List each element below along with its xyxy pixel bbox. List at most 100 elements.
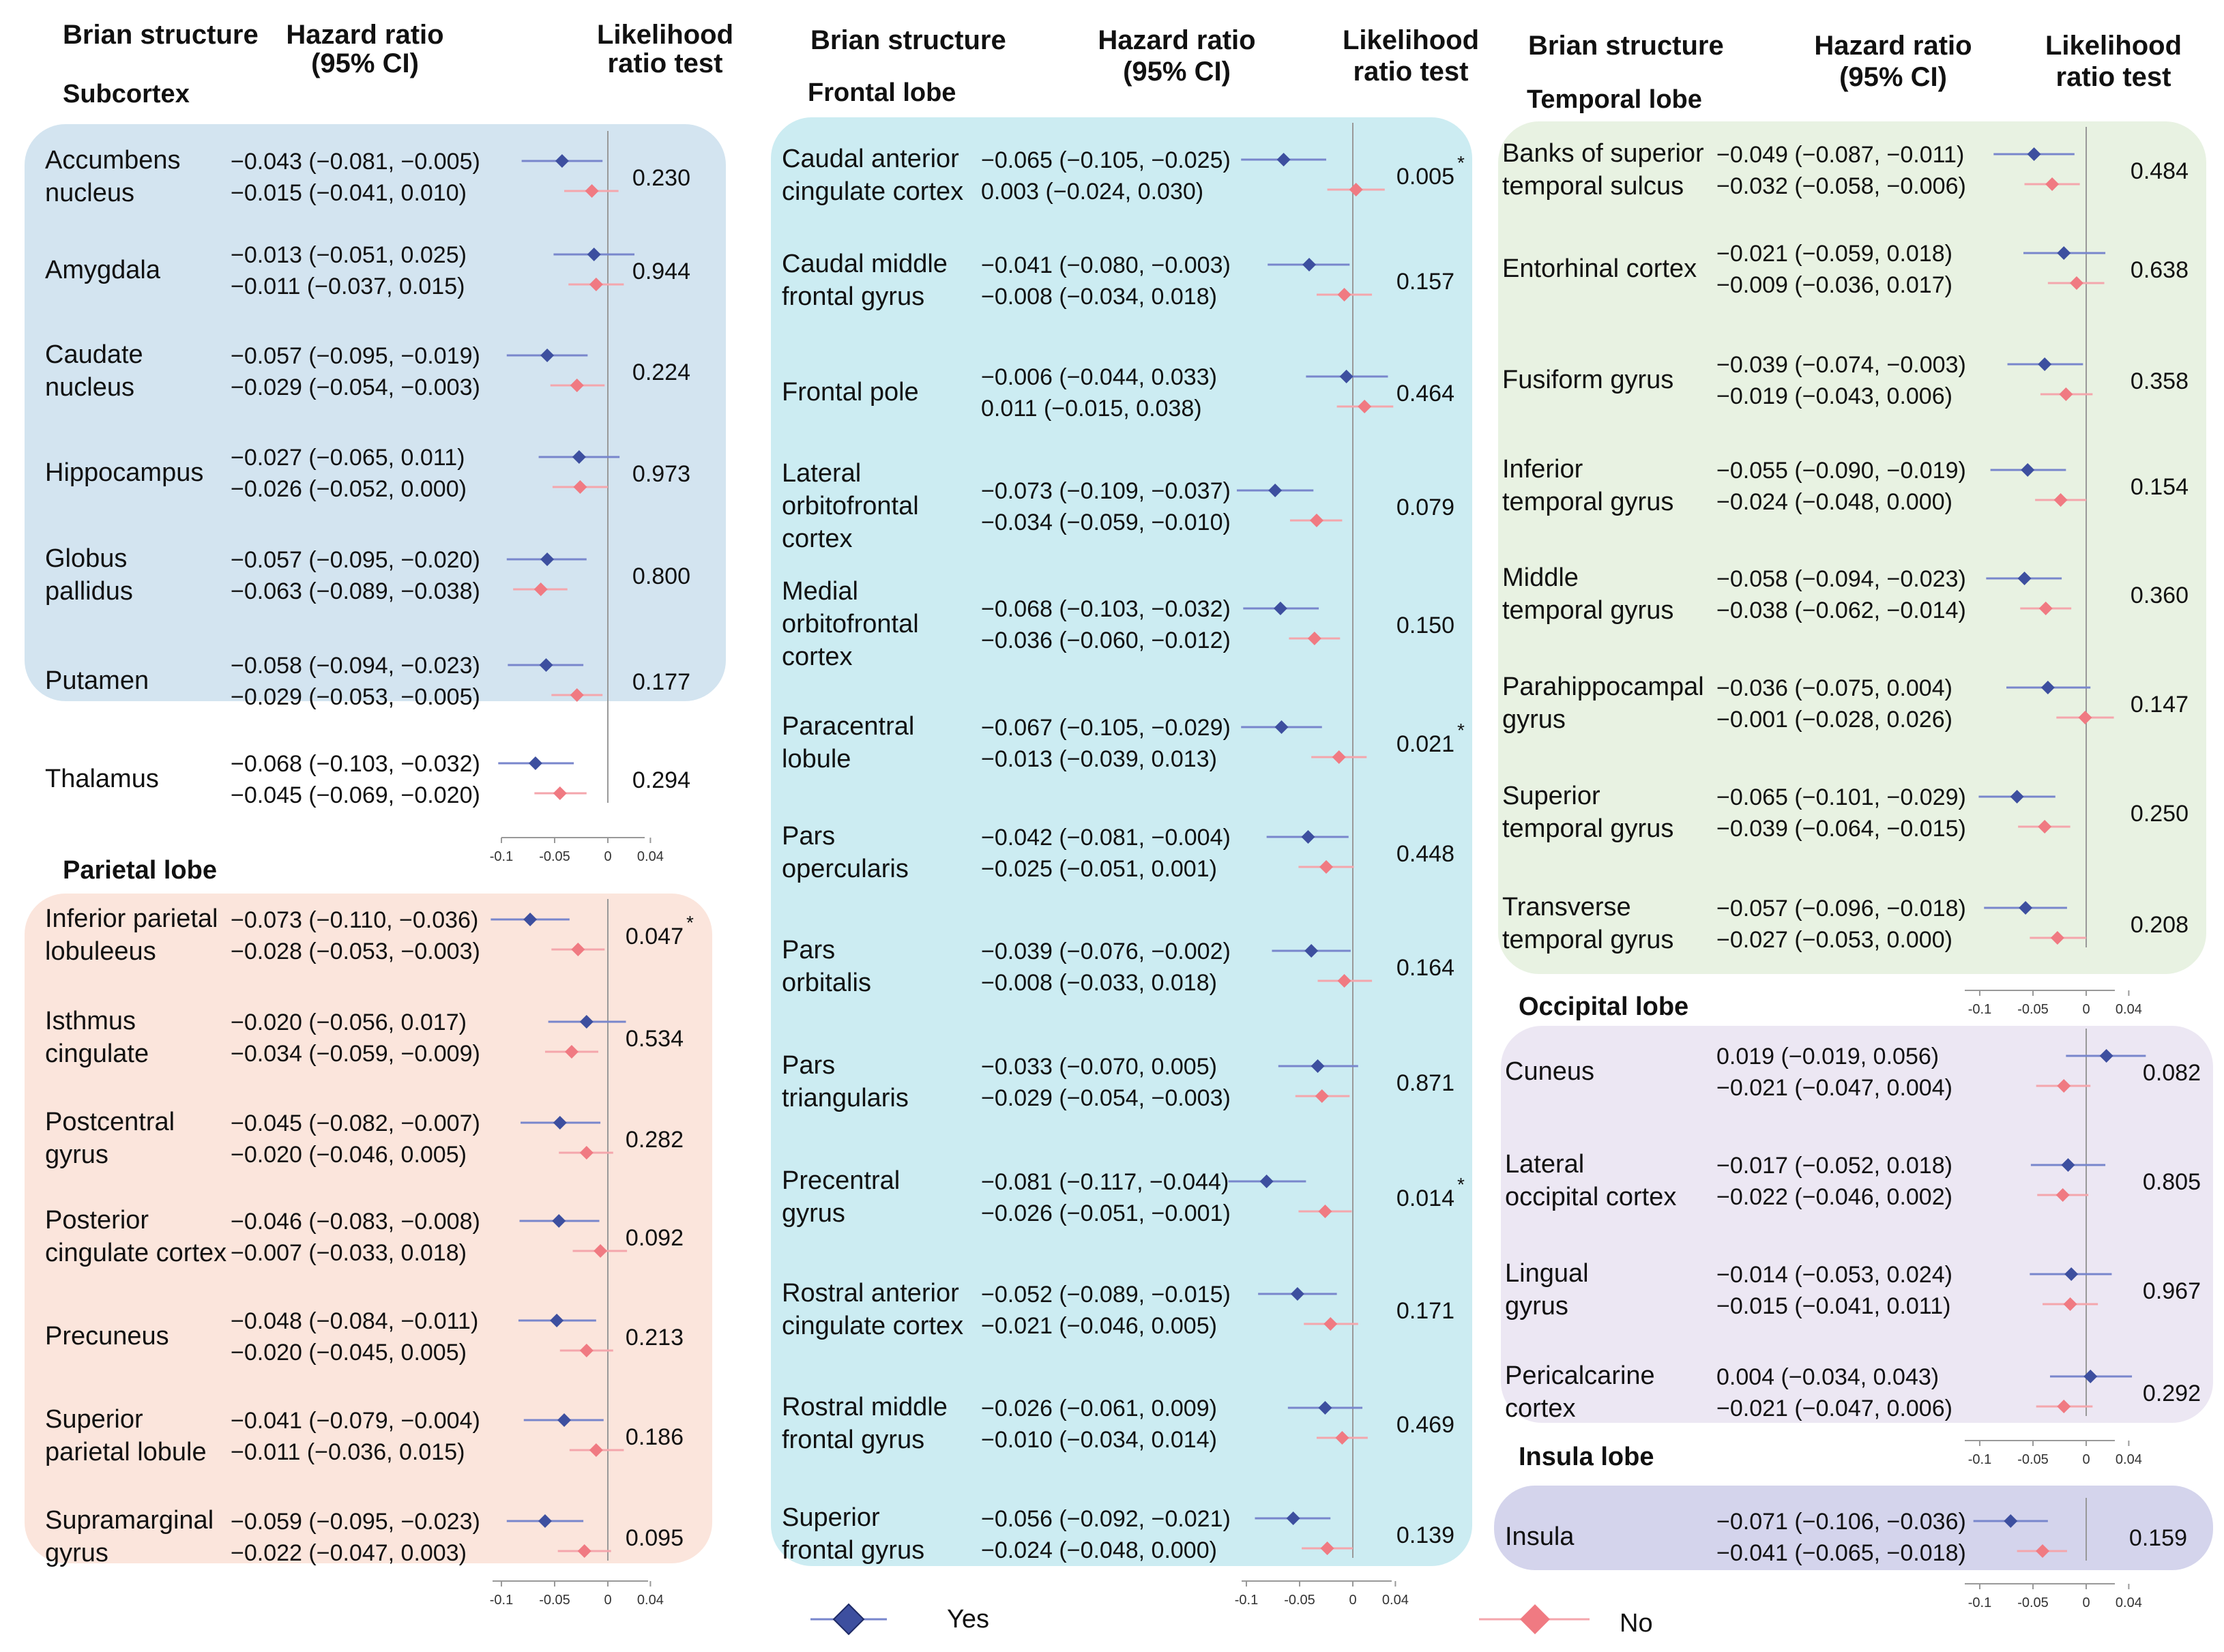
estimate-marker-no [553,786,567,800]
forest-row: Superior temporal gyrus −0.065 (−0.101, −0… [1502,782,2189,843]
estimate-marker-no [1323,1317,1338,1331]
hr-yes-value: −0.041 (−0.079, −0.004) [231,1408,480,1434]
hr-no-value: −0.036 (−0.060, −0.012) [981,628,1231,653]
axis-tick-label: -0.05 [2017,1452,2049,1467]
hr-no-value: −0.015 (−0.041, 0.010) [231,180,467,206]
hr-no-value: −0.032 (−0.058, −0.006) [1716,173,1966,199]
hr-no-value: −0.027 (−0.053, 0.000) [1716,927,1952,953]
forest-row: Inferior temporal gyrus −0.055 (−0.090, −0… [1502,455,2189,516]
structure-name: temporal gyrus [1502,814,1673,843]
header-hazard-ci: (95% CI) [311,48,419,78]
header-lrt-line2: ratio test [608,48,723,78]
estimate-marker-no [1320,1542,1334,1555]
estimate-marker-no [577,1544,591,1558]
axis-tick-label: -0.05 [2017,1595,2049,1610]
estimate-marker-yes [1290,1287,1304,1301]
significance-star: * [686,912,694,933]
structure-name: opercularis [782,855,909,883]
structure-name: Precuneus [45,1322,169,1351]
header-lrt: Likelihood [1343,25,1479,55]
estimate-marker-no [2059,387,2073,401]
lrt-p-value: 0.082 [2143,1060,2201,1086]
forest-row: Postcentral gyrus −0.045 (−0.082, −0.007) −… [45,1108,684,1169]
forest-row: Isthmus cingulate −0.020 (−0.056, 0.017) −0… [45,1007,684,1068]
estimate-marker-no [589,1443,603,1457]
estimate-marker-yes [1286,1511,1300,1525]
significance-star: * [1457,152,1465,173]
axis-tick-label: 0 [604,849,611,864]
structure-name: Superior [1502,782,1600,810]
structure-name: Pericalcarine [1505,1361,1655,1390]
axis-tick-label: 0 [2082,1595,2090,1610]
hr-yes-value: −0.039 (−0.074, −0.003) [1716,352,1966,378]
structure-name: Pars [782,1051,835,1080]
structure-name: gyrus [782,1199,845,1228]
hr-no-value: −0.034 (−0.059, −0.010) [981,510,1231,535]
estimate-marker-yes [553,1116,567,1130]
estimate-marker-yes [539,658,553,672]
forest-row: Globus pallidus −0.057 (−0.095, −0.020) −0.… [45,544,690,606]
structure-name: orbitofrontal [782,492,919,520]
forest-row: Cuneus 0.019 (−0.019, 0.056) −0.021 (−0.04… [1505,1044,2201,1101]
structure-name: Caudal middle [782,250,948,278]
hr-yes-value: −0.081 (−0.117, −0.044) [981,1169,1229,1195]
estimate-marker-yes [523,913,538,926]
header-structure: Brian structure [63,20,259,50]
hr-no-value: −0.022 (−0.047, 0.003) [231,1540,467,1566]
hr-yes-value: −0.033 (−0.070, 0.005) [981,1054,1217,1080]
hr-no-value: −0.025 (−0.051, 0.001) [981,856,1217,882]
hr-no-value: −0.021 (−0.047, 0.004) [1716,1075,1952,1101]
hr-yes-value: −0.058 (−0.094, −0.023) [231,653,480,679]
estimate-marker-yes [552,1214,566,1228]
hr-no-value: −0.019 (−0.043, 0.006) [1716,383,1952,409]
estimate-marker-yes [2021,463,2035,477]
lrt-p-value: 0.095 [626,1525,684,1551]
structure-name: cortex [782,643,852,671]
estimate-marker-yes [2099,1049,2113,1063]
hr-no-value: −0.029 (−0.054, −0.003) [981,1085,1231,1111]
structure-name: occipital cortex [1505,1183,1676,1211]
lrt-p-value: 0.805 [2143,1169,2201,1195]
forest-row: Pericalcarine cortex 0.004 (−0.034, 0.043)… [1505,1361,2201,1423]
forest-row: Thalamus −0.068 (−0.103, −0.032) −0.045 (−… [45,751,690,808]
structure-name: lobuleeus [45,937,156,966]
structure-name: cingulate cortex [782,1312,963,1340]
temporal-section: Temporal lobe Banks of superior temporal s… [1502,85,2189,1017]
forest-row: Parahippocampal gyrus −0.036 (−0.075, 0.00… [1502,673,2189,734]
structure-name: Rostral anterior [782,1279,959,1308]
structure-name: pallidus [45,577,133,606]
occipital-section: Occipital lobe Cuneus 0.019 (−0.019, 0.056… [1505,992,2201,1467]
subcortex-section: Subcortex Accumbens nucleus −0.043 (−0.081,… [45,80,690,864]
axis-tick-label: 0 [604,1593,611,1608]
estimate-marker-no [2036,1544,2050,1558]
hr-yes-value: −0.065 (−0.101, −0.029) [1716,784,1966,810]
estimate-marker-no [564,1045,579,1059]
axis-tick-label: 0.04 [637,849,664,864]
structure-name: Accumbens [45,146,181,175]
structure-name: gyrus [45,1140,108,1169]
significance-star: * [1457,720,1465,741]
estimate-marker-yes [540,552,555,566]
forest-row: Paracentral lobule −0.067 (−0.105, −0.029)… [782,712,1465,773]
structure-name: Caudate [45,340,143,369]
parietal-section-background [25,894,712,1563]
forest-row: Supramarginal gyrus −0.059 (−0.095, −0.023… [45,1506,684,1567]
structure-name: cingulate cortex [782,177,963,206]
structure-name: Isthmus [45,1007,136,1035]
lrt-p-value: 0.358 [2131,368,2189,394]
lrt-p-value: 0.294 [632,767,690,793]
forest-row: Banks of superior temporal sulcus −0.049 (… [1502,139,2189,201]
lrt-p-value: 0.147 [2131,692,2189,718]
structure-name: temporal gyrus [1502,596,1673,625]
hr-no-value: −0.024 (−0.048, 0.000) [1716,489,1952,515]
hr-yes-value: −0.059 (−0.095, −0.023) [231,1509,480,1535]
structure-name: temporal sulcus [1502,172,1684,201]
temporal-section-background [1498,121,2206,974]
temporal-section-title: Temporal lobe [1527,85,1702,114]
hr-yes-value: −0.017 (−0.052, 0.018) [1716,1153,1952,1179]
estimate-marker-yes [2064,1267,2079,1281]
forest-row: Precentral gyrus −0.081 (−0.117, −0.044) −0… [782,1166,1465,1228]
axis-tick-label: -0.05 [1284,1593,1315,1608]
lrt-p-value: 0.154 [2131,474,2189,500]
estimate-marker-no [2063,1297,2077,1311]
